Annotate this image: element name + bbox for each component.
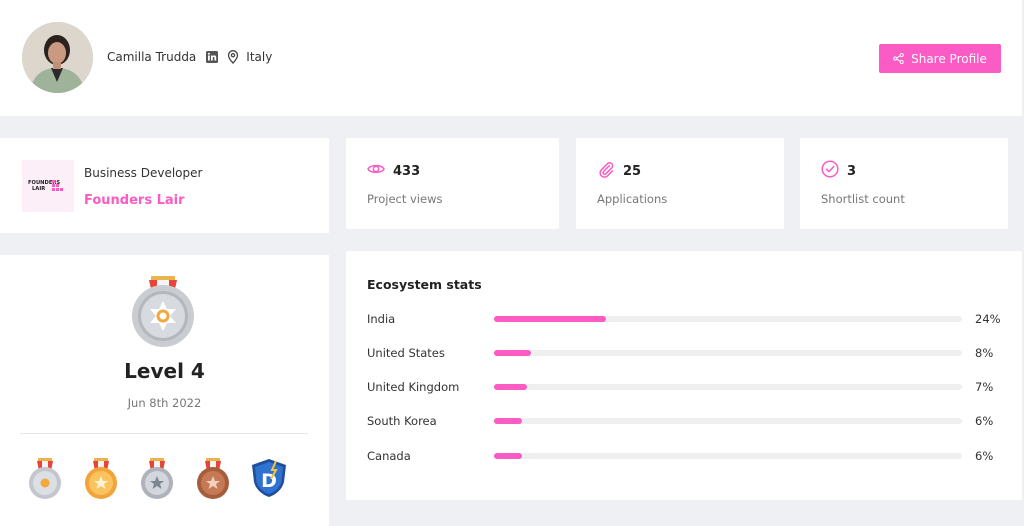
percent-label: 6% (975, 414, 994, 428)
level-title: Level 4 (124, 359, 205, 383)
country-label: United Kingdom (367, 380, 460, 394)
ecosystem-row: United Kingdom 7% (367, 380, 1007, 394)
avatar (22, 22, 93, 93)
share-icon (893, 53, 904, 64)
svg-text:LAIR: LAIR (32, 186, 45, 192)
silver-star-medal-icon[interactable] (139, 458, 175, 500)
paperclip-icon (599, 162, 614, 178)
progress-track (494, 384, 962, 390)
country-label: Canada (367, 449, 411, 463)
stat-label: Project views (367, 192, 443, 206)
silver-medal-icon[interactable] (27, 458, 63, 500)
company-role: Business Developer (84, 166, 203, 180)
share-profile-label: Share Profile (911, 51, 987, 66)
progress-fill (494, 418, 523, 424)
stat-value: 25 (623, 164, 642, 179)
profile-info: Camilla Trudda Italy (107, 50, 272, 64)
progress-fill (494, 350, 532, 356)
profile-location: Italy (246, 50, 273, 64)
bronze-medal-icon[interactable] (195, 458, 231, 500)
country-label: United States (367, 346, 445, 360)
svg-text:FOUNDERS: FOUNDERS (28, 180, 60, 186)
d-shield-icon[interactable]: D (250, 458, 288, 498)
linkedin-icon[interactable] (206, 51, 219, 63)
ecosystem-title: Ecosystem stats (367, 277, 482, 292)
percent-label: 24% (975, 312, 1001, 326)
company-logo: FOUNDERS LAIR (22, 160, 74, 212)
stat-card-project-views: 433 Project views (346, 138, 559, 229)
profile-header: Camilla Trudda Italy Share Profile (0, 0, 1022, 116)
percent-label: 7% (975, 380, 994, 394)
progress-track (494, 418, 962, 424)
percent-label: 8% (975, 346, 994, 360)
company-name-link[interactable]: Founders Lair (84, 193, 185, 208)
location-pin-icon (228, 50, 239, 64)
ecosystem-row: India 24% (367, 312, 1007, 326)
progress-fill (494, 316, 607, 322)
progress-fill (494, 453, 523, 459)
divider (20, 433, 308, 434)
eye-icon (367, 164, 385, 174)
progress-track (494, 453, 962, 459)
ecosystem-row: South Korea 6% (367, 414, 1007, 428)
share-profile-button[interactable]: Share Profile (879, 44, 1001, 73)
check-circle-icon (821, 160, 839, 178)
level-date: Jun 8th 2022 (127, 396, 202, 410)
ecosystem-row: Canada 6% (367, 449, 1007, 463)
progress-track (494, 316, 962, 322)
ecosystem-row: United States 8% (367, 346, 1007, 360)
stat-value: 3 (847, 164, 857, 179)
stat-card-shortlist: 3 Shortlist count (800, 138, 1008, 229)
percent-label: 6% (975, 449, 994, 463)
gold-medal-icon[interactable] (83, 458, 119, 500)
country-label: South Korea (367, 414, 437, 428)
stat-value: 433 (393, 164, 421, 179)
country-label: India (367, 312, 396, 326)
progress-fill (494, 384, 527, 390)
profile-name: Camilla Trudda (107, 50, 197, 64)
stat-label: Shortlist count (821, 192, 905, 206)
stat-card-applications: 25 Applications (576, 138, 784, 229)
stat-label: Applications (597, 192, 668, 206)
silver-medal-icon (132, 276, 194, 347)
progress-track (494, 350, 962, 356)
